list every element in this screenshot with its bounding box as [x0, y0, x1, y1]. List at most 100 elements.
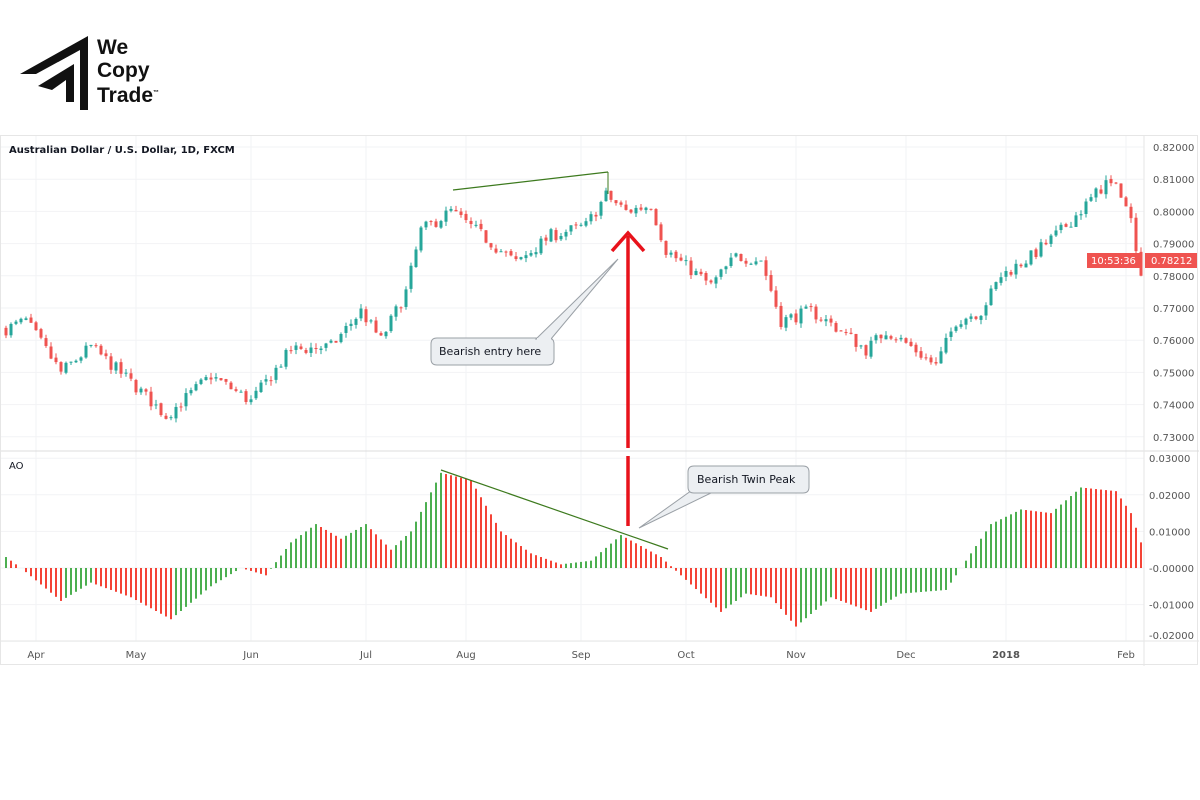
candle-body — [94, 345, 98, 347]
candle-body — [749, 263, 753, 265]
candle-body — [399, 307, 403, 309]
candle-body — [154, 404, 158, 406]
time-tick-label: Sep — [572, 650, 591, 661]
candle-body — [129, 373, 133, 379]
candle-body — [554, 230, 558, 241]
candle-body — [689, 260, 693, 276]
time-tick-label: Jul — [359, 650, 372, 661]
candle-body — [1014, 263, 1018, 275]
candle-body — [1019, 264, 1023, 267]
candle-body — [294, 345, 298, 350]
candle-body — [1034, 249, 1038, 257]
candle-body — [309, 347, 313, 353]
candle-body — [844, 332, 848, 334]
candle-body — [304, 350, 308, 353]
ao-tick-label: -0.01000 — [1149, 601, 1194, 612]
candle-body — [1129, 206, 1133, 219]
arrow-head-icon — [610, 230, 646, 253]
candle-body — [639, 207, 643, 210]
candle-body — [694, 270, 698, 275]
candle-body — [269, 380, 273, 382]
candle-body — [519, 257, 523, 260]
chart-svg[interactable]: Australian Dollar / U.S. Dollar, 1D, FXC… — [1, 136, 1199, 666]
candle-body — [314, 348, 318, 350]
candle-body — [54, 357, 58, 363]
candle-body — [594, 214, 598, 217]
candle-body — [79, 357, 83, 361]
candle-body — [1074, 215, 1078, 227]
candle-body — [434, 221, 438, 227]
candle-body — [859, 345, 863, 347]
candle-body — [69, 361, 73, 363]
candle-body — [44, 338, 48, 346]
candle-body — [329, 340, 333, 343]
candle-body — [319, 348, 323, 351]
grid — [1, 136, 1144, 642]
candle-body — [244, 391, 248, 402]
time-axis[interactable]: Apr May Jun Jul Aug Sep Oct Nov Dec 2018 Feb — [27, 650, 1135, 661]
candle-body — [679, 257, 683, 261]
candle-body — [719, 269, 723, 277]
brand-name: We Copy Trade™ — [97, 36, 159, 107]
candle-body — [854, 333, 858, 347]
candle-body — [219, 378, 223, 381]
candle-body — [249, 399, 253, 403]
callout-twin-peak[interactable]: Bearish Twin Peak — [638, 465, 810, 529]
candle-body — [869, 340, 873, 357]
ao-axis[interactable]: 0.03000 0.02000 0.01000 -0.00000 -0.01000 -0.… — [1149, 454, 1194, 642]
candle-body — [559, 236, 563, 240]
candle-body — [264, 379, 268, 382]
candle-body — [979, 315, 983, 320]
wecopytrade-logo — [20, 36, 88, 110]
candle-body — [1059, 224, 1063, 231]
time-tick-label: Jun — [242, 650, 259, 661]
candle-body — [169, 417, 173, 419]
red-arrow[interactable] — [610, 230, 646, 526]
candle-body — [344, 325, 348, 333]
price-axis[interactable]: 0.82000 0.81000 0.80000 0.79000 0.78000 0.770… — [1153, 143, 1194, 444]
callout-bearish-entry[interactable]: Bearish entry here — [430, 258, 619, 366]
candle-body — [24, 318, 28, 320]
price-tick-label: 0.75000 — [1153, 368, 1194, 379]
candle-body — [579, 224, 583, 226]
candle-body — [919, 351, 923, 358]
time-tick-label: Oct — [677, 650, 694, 661]
candle-body — [324, 343, 328, 348]
ao-tick-label: -0.02000 — [1149, 631, 1194, 642]
ao-tick-label: 0.01000 — [1149, 527, 1190, 538]
candle-body — [914, 344, 918, 353]
candle-body — [194, 384, 198, 391]
candle-body — [1114, 182, 1118, 184]
candle-body — [34, 322, 38, 331]
candle-body — [334, 340, 338, 343]
candle-body — [359, 308, 363, 319]
candle-body — [84, 345, 88, 358]
candle-body — [674, 251, 678, 259]
candle-body — [789, 314, 793, 318]
chart-container[interactable]: Australian Dollar / U.S. Dollar, 1D, FXC… — [0, 135, 1199, 666]
trademark: ™ — [153, 90, 160, 96]
candle-body — [1039, 242, 1043, 257]
candle-body — [509, 251, 513, 256]
candle-body — [994, 282, 998, 290]
price-tick-label: 0.82000 — [1153, 143, 1194, 154]
candle-body — [834, 322, 838, 332]
candle-body — [784, 317, 788, 328]
candle-body — [149, 391, 153, 407]
candle-body — [989, 288, 993, 306]
price-trendline[interactable] — [452, 171, 609, 191]
candle-body — [874, 335, 878, 341]
candle-body — [574, 224, 578, 226]
ao-trendline[interactable] — [440, 469, 669, 550]
candle-body — [819, 319, 823, 321]
candle-body — [1104, 180, 1108, 195]
candle-body — [899, 337, 903, 340]
candle-body — [369, 320, 373, 322]
candle-body — [969, 316, 973, 319]
candle-body — [1029, 250, 1033, 265]
ao-tick-label: 0.02000 — [1149, 491, 1190, 502]
candle-body — [614, 200, 618, 204]
candle-body — [569, 225, 573, 232]
candle-body — [794, 313, 798, 323]
candle-body — [1119, 183, 1123, 198]
